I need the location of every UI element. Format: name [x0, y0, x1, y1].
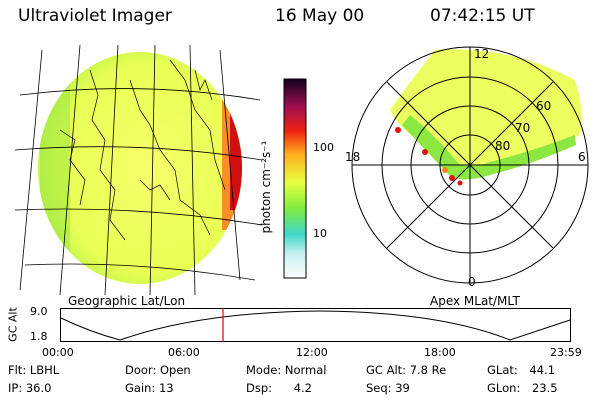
- lat-lon-grid: [14, 44, 262, 295]
- status-dsp: Dsp: 4.2: [246, 381, 312, 395]
- coastline-overlay: [59, 59, 226, 241]
- status-flt: Flt: LBHL: [8, 363, 59, 377]
- time-label: 07:42:15 UT: [430, 6, 535, 26]
- polar-plot: 12 18 6 0 60 70 80: [345, 46, 589, 289]
- colorbar-tick-10: 10: [313, 227, 327, 240]
- door-label: Door:: [125, 363, 157, 377]
- time-tick-2359: 23:59: [550, 346, 582, 359]
- mlat-label-80: 80: [495, 139, 510, 153]
- altitude-timeline: [60, 308, 571, 342]
- gain-label: Gain:: [125, 381, 156, 395]
- gcalt-value: 7.8 Re: [409, 363, 447, 377]
- alt-max-label: 9.0: [30, 305, 48, 318]
- dsp-label: Dsp:: [246, 381, 273, 395]
- time-tick-0600: 06:00: [168, 346, 200, 359]
- status-mode: Mode: Normal: [246, 363, 326, 377]
- status-door: Door: Open: [125, 363, 191, 377]
- colorbar-tick-100: 100: [313, 141, 334, 154]
- timeline-frame: [60, 308, 571, 342]
- date-label: 16 May 00: [275, 6, 365, 26]
- mlt-label-18: 18: [345, 150, 360, 164]
- mlat-label-70: 70: [515, 121, 530, 135]
- ip-value: 36.0: [25, 381, 52, 395]
- polar-grid: [351, 46, 589, 284]
- time-tick-0000: 00:00: [42, 346, 74, 359]
- glon-value: 23.5: [531, 381, 558, 395]
- mode-label: Mode:: [246, 363, 282, 377]
- seq-label: Seq:: [366, 381, 392, 395]
- geographic-caption: Geographic Lat/Lon: [68, 294, 186, 308]
- geographic-image: [14, 44, 262, 295]
- status-gain: Gain: 13: [125, 381, 174, 395]
- status-glon: GLon: 23.5: [487, 381, 558, 395]
- time-tick-1200: 12:00: [296, 346, 328, 359]
- status-gcalt: GC Alt: 7.8 Re: [366, 363, 446, 377]
- gain-value: 13: [158, 381, 174, 395]
- alt-min-label: 1.8: [30, 330, 48, 343]
- mlt-label-12: 12: [474, 47, 489, 61]
- time-tick-1800: 18:00: [424, 346, 456, 359]
- dsp-value: 4.2: [293, 381, 312, 395]
- ip-label: IP:: [8, 381, 23, 395]
- flt-value: LBHL: [29, 363, 60, 377]
- status-glat: GLat: 44.1: [487, 363, 555, 377]
- apex-caption: Apex MLat/MLT: [430, 294, 520, 308]
- gc-alt-axis-label: GC Alt: [6, 307, 20, 342]
- flt-label: Flt:: [8, 363, 27, 377]
- altitude-curve: [60, 310, 571, 341]
- mlat-label-60: 60: [536, 99, 551, 113]
- glon-label: GLon:: [487, 381, 521, 395]
- status-seq: Seq: 39: [366, 381, 410, 395]
- glat-value: 44.1: [529, 363, 556, 377]
- colorbar-unit-label: photon cm⁻²s⁻¹: [259, 140, 273, 234]
- mlt-label-0: 0: [468, 275, 476, 289]
- gcalt-label: GC Alt:: [366, 363, 407, 377]
- auroral-emission: [390, 49, 582, 186]
- door-value: Open: [159, 363, 191, 377]
- colorbar: [283, 78, 307, 279]
- mlt-label-6: 6: [578, 150, 586, 164]
- glat-label: GLat:: [487, 363, 518, 377]
- mode-value: Normal: [284, 363, 327, 377]
- seq-value: 39: [395, 381, 410, 395]
- status-ip: IP: 36.0: [8, 381, 51, 395]
- app-title: Ultraviolet Imager: [18, 6, 172, 26]
